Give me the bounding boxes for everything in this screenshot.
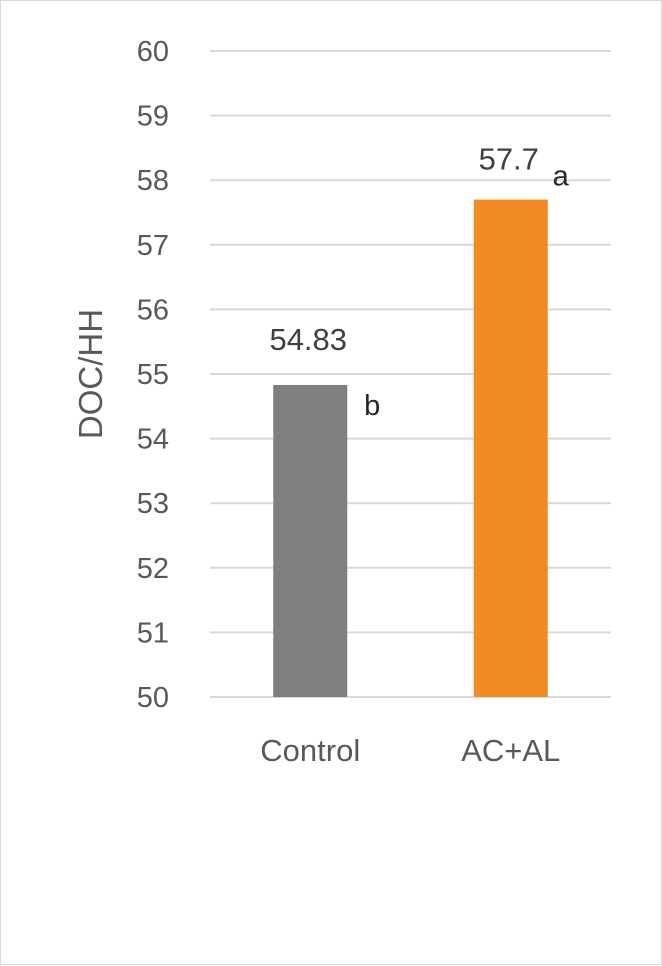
- y-tick-label: 54: [137, 424, 169, 456]
- y-axis-title: DOC/HH: [72, 309, 109, 439]
- y-tick-label: 57: [137, 230, 169, 262]
- y-tick-label: 52: [137, 553, 169, 585]
- y-tick-label: 60: [137, 36, 169, 68]
- y-tick-label: 58: [137, 165, 169, 197]
- data-label: 57.7: [479, 142, 539, 177]
- data-label: 54.83: [269, 322, 347, 357]
- bar-ac-al: [473, 199, 548, 697]
- significance-letter: b: [364, 390, 380, 422]
- data-labels: 54.83 b 57.7 a: [269, 142, 569, 422]
- y-tick-label: 56: [137, 294, 169, 326]
- bar-control: [273, 384, 348, 697]
- y-tick-label: 59: [137, 101, 169, 133]
- bars: [273, 199, 548, 697]
- x-category-label: AC+AL: [461, 733, 560, 768]
- y-tick-label: 55: [137, 359, 169, 391]
- y-tick-label: 50: [137, 682, 169, 714]
- y-tick-label: 53: [137, 488, 169, 520]
- significance-letter: a: [553, 161, 570, 193]
- y-axis-ticks: 50 51 52 53 54 55 56 57 58 59 60: [137, 36, 169, 714]
- y-tick-label: 51: [137, 617, 169, 649]
- x-category-label: Control: [260, 733, 360, 768]
- x-axis-categories: Control AC+AL: [260, 733, 560, 768]
- gridlines: [210, 50, 611, 698]
